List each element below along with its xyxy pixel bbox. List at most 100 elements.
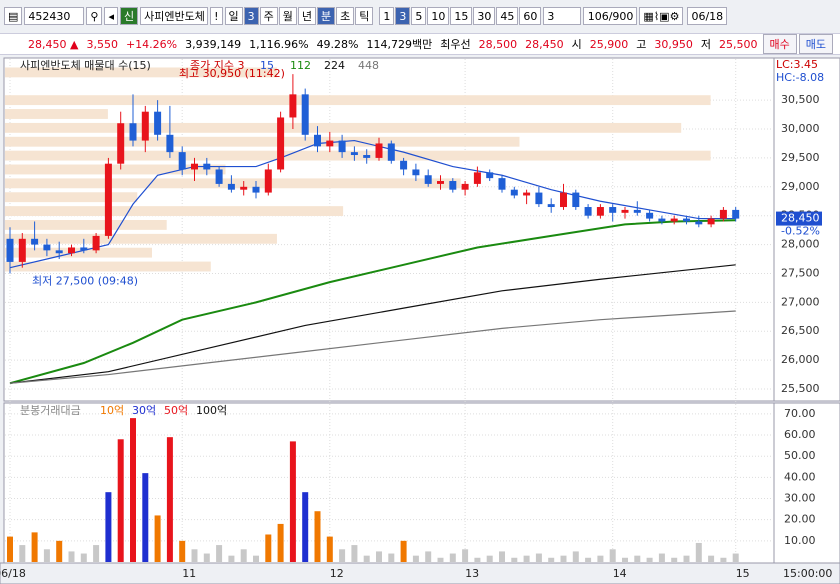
last-price-box [776, 211, 822, 226]
ma-legend: 224 [324, 59, 345, 72]
volume: 3,939,149 [185, 37, 242, 51]
volume-bar [622, 557, 628, 562]
volume-bar [499, 551, 505, 562]
sound[interactable]: ◂ [104, 7, 118, 25]
volume-bar [228, 555, 235, 562]
candle-body [609, 207, 617, 213]
volume-bar [31, 532, 38, 562]
volume-bar [548, 557, 555, 562]
interval[interactable]: 15 [450, 7, 473, 25]
interval[interactable]: 45 [496, 7, 519, 25]
period[interactable]: 초 [336, 7, 355, 25]
interval[interactable]: 30 [473, 7, 496, 25]
stock-name: 사피엔반도체 [140, 7, 209, 25]
last-price: 28,450 [781, 212, 820, 225]
profile-bar [5, 178, 461, 189]
candle-body [461, 183, 469, 190]
candle-body [350, 152, 358, 156]
volume-bar [117, 439, 124, 562]
y-tick-label: 30,500 [781, 93, 820, 106]
period[interactable]: 틱 [355, 7, 374, 25]
volume-bar [708, 555, 715, 562]
candle-body [104, 163, 112, 236]
buy-button[interactable]: 매수 [762, 34, 797, 54]
profile-bar [5, 136, 520, 147]
chart-title: 사피엔반도체 매물대 수(15) [20, 59, 151, 72]
volume-bar [720, 557, 727, 562]
volume-bar [326, 536, 333, 562]
volume-bar [658, 553, 665, 562]
rate: +14.26% [125, 37, 178, 51]
candle-body [707, 218, 715, 225]
y-tick-label: 40.00 [784, 470, 816, 483]
low-label: 저 [700, 38, 711, 51]
candle-body [670, 218, 678, 222]
low-note: 최저 27,500 (09:48) [32, 274, 138, 287]
search[interactable]: ⚲ [86, 7, 103, 25]
period[interactable]: 년 [297, 7, 317, 25]
code[interactable]: 452430 [24, 7, 85, 25]
volume-bar [400, 540, 407, 562]
period[interactable]: 분 [317, 7, 336, 25]
interval[interactable]: 1 [379, 7, 395, 25]
sell-button[interactable]: 매도 [798, 34, 833, 54]
x-tick-label: 12 [330, 567, 344, 580]
count[interactable]: 3 [543, 7, 582, 25]
interval[interactable]: 3 [395, 7, 411, 25]
volume-bar [240, 549, 247, 562]
profile-bar [5, 261, 211, 272]
tools[interactable]: ▦⌇▣⚙ [639, 7, 684, 25]
candle-body [252, 186, 260, 193]
candle-body [178, 152, 186, 170]
period[interactable]: 주 [259, 7, 278, 25]
range: 106/900 [583, 7, 638, 25]
best-label: 최우선 [440, 38, 471, 51]
last-rate: -0.52% [781, 225, 820, 238]
candle-body [18, 238, 26, 262]
interval[interactable]: 5 [411, 7, 427, 25]
volume-bar [166, 437, 173, 562]
candle-body [129, 123, 137, 141]
period[interactable]: 일 [224, 7, 243, 25]
volume-bar [646, 557, 653, 562]
volume-bar [216, 545, 223, 562]
y-tick-label: 27,000 [781, 295, 820, 308]
ma-legend: 15 [260, 59, 274, 72]
volume-bar [376, 551, 382, 562]
candle-body [154, 111, 162, 135]
menu-icon[interactable]: ▤ [4, 7, 23, 25]
low: 25,500 [719, 37, 758, 51]
x-tick-label: 11 [182, 567, 196, 580]
date[interactable]: 06/18 [687, 7, 728, 25]
candle-body [547, 204, 555, 208]
volume-bar [253, 555, 259, 562]
price-axis [773, 57, 840, 402]
period[interactable]: 월 [278, 7, 297, 25]
candle-body [633, 209, 641, 213]
volume-bar [56, 540, 63, 562]
interval[interactable]: 60 [519, 7, 542, 25]
candle-body [240, 186, 248, 190]
ma-line [9, 310, 736, 384]
warning[interactable]: ! [210, 7, 223, 25]
y-tick-label: 50.00 [784, 449, 816, 462]
time-label: 15:00:00 [783, 567, 832, 580]
volume-bar [511, 557, 518, 562]
volume-bar [449, 553, 456, 562]
volume-bar [302, 492, 309, 562]
period[interactable]: 3 [243, 7, 259, 25]
volume-bar [572, 551, 579, 562]
volume-bar [437, 557, 444, 562]
profile-bar [5, 220, 167, 230]
profile-bar [5, 150, 711, 161]
lc-label: LC:3.45 [776, 58, 818, 71]
volume-bar [634, 555, 641, 562]
volume-bar [7, 536, 13, 562]
high: 30,950 [654, 37, 693, 51]
candle-body [191, 163, 198, 170]
interval[interactable]: 10 [427, 7, 450, 25]
candle-body [227, 183, 235, 190]
amount: 114,729백만 [366, 38, 433, 51]
